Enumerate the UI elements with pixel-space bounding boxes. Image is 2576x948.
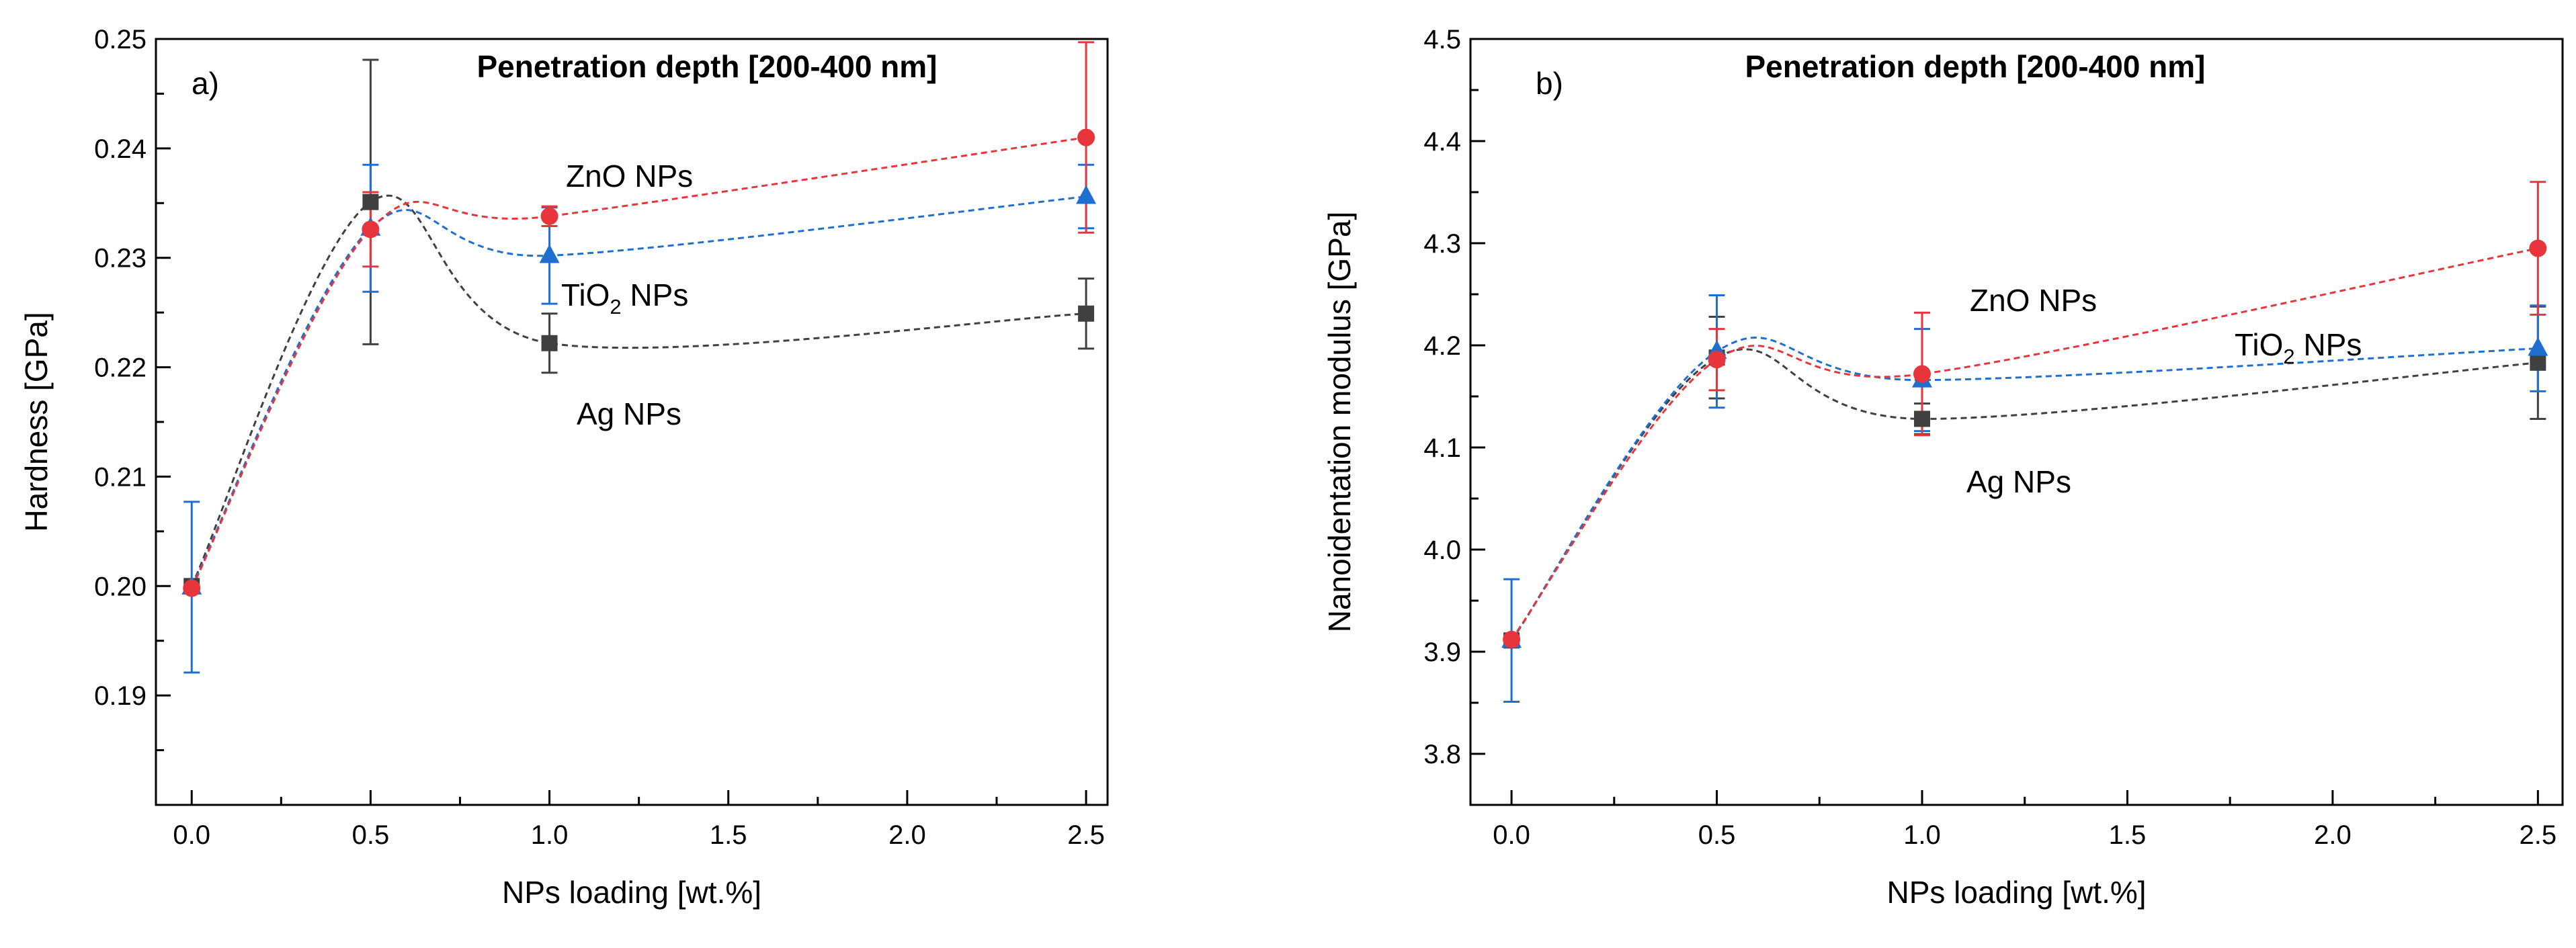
data-point	[183, 579, 201, 597]
panel-letter: b)	[1536, 66, 1563, 101]
x-tick-label: 0.0	[1493, 820, 1530, 850]
data-point	[1913, 365, 1931, 383]
x-tick-label: 1.0	[531, 820, 569, 850]
y-axis-title: Nanoidentation modulus [GPa]	[1322, 212, 1357, 633]
plot-frame	[1469, 38, 2564, 806]
y-tick-label: 4.0	[1423, 535, 1461, 565]
y-tick-label: 0.21	[94, 462, 147, 492]
data-point	[539, 244, 560, 263]
data-point	[1913, 411, 1930, 427]
data-point	[2530, 354, 2546, 371]
y-tick-label: 3.9	[1423, 638, 1461, 667]
data-point	[2528, 337, 2548, 356]
data-point	[362, 193, 379, 210]
series-line-2	[1510, 247, 2538, 640]
series-label: TiO2 NPs	[2235, 327, 2362, 368]
data-point	[1078, 305, 1095, 322]
x-tick-label: 1.0	[1903, 820, 1941, 850]
series-line-2	[190, 136, 1087, 589]
y-tick-label: 4.5	[1423, 25, 1461, 54]
data-point	[2529, 239, 2547, 257]
x-tick-label: 0.0	[173, 820, 210, 850]
series-label: ZnO NPs	[566, 159, 693, 193]
series-line-1	[190, 196, 1087, 588]
data-point	[540, 207, 558, 225]
chart-panel-b: 0.0 0.5 1.0 1.5 2.0 2.5 3.8 3.9 4.0 4.1 4.2 4.3 4.4 4…	[1288, 0, 2576, 948]
y-tick-label: 4.2	[1423, 331, 1461, 361]
series-line-0	[190, 194, 1087, 587]
y-tick-label: 4.3	[1423, 229, 1461, 259]
series-label: Ag NPs	[1966, 464, 2071, 499]
y-tick-label: 0.23	[94, 244, 147, 273]
data-point	[1076, 185, 1097, 204]
series-label: Ag NPs	[577, 396, 681, 431]
x-axis-title: NPs loading [wt.%]	[502, 875, 761, 910]
series-line-1	[1510, 337, 2538, 642]
x-tick-label: 2.5	[1067, 820, 1105, 850]
y-tick-label: 0.19	[94, 681, 147, 711]
x-tick-label: 2.5	[2520, 820, 2557, 850]
y-tick-label: 0.20	[94, 572, 147, 601]
x-tick-label: 2.0	[2314, 820, 2352, 850]
y-axis-title: Hardness [GPa]	[19, 312, 54, 531]
series-label: TiO2 NPs	[561, 277, 688, 318]
data-point	[1708, 351, 1726, 369]
x-tick-label: 0.5	[1698, 820, 1736, 850]
data-point	[362, 220, 380, 239]
panel-letter: a)	[192, 66, 219, 101]
chart-panel-a: 0.0 0.5 1.0 1.5 2.0 2.5 0.19 0.20 0.21 0.22 0.23 0.…	[19, 25, 1109, 910]
data-point	[1077, 128, 1095, 146]
chart-title: Penetration depth [200-400 nm]	[1745, 49, 2205, 84]
data-point	[1503, 630, 1521, 648]
y-tick-label: 3.8	[1423, 740, 1461, 769]
data-point	[541, 335, 558, 351]
x-tick-label: 0.5	[352, 820, 390, 850]
y-tick-label: 0.25	[94, 25, 147, 54]
y-tick-label: 0.24	[94, 134, 147, 164]
x-tick-label: 1.5	[710, 820, 747, 850]
series-label: ZnO NPs	[1970, 283, 2097, 318]
y-tick-label: 0.22	[94, 353, 147, 383]
chart-svg: 0.0 0.5 1.0 1.5 2.0 2.5 3.8 3.9 4.0 4.1 4.2 4.3 4.4 4…	[1322, 25, 2564, 910]
x-tick-label: 2.0	[888, 820, 926, 850]
y-tick-label: 4.4	[1423, 127, 1461, 157]
x-axis-title: NPs loading [wt.%]	[1886, 875, 2146, 910]
x-tick-label: 1.5	[2109, 820, 2147, 850]
chart-title: Penetration depth [200-400 nm]	[476, 49, 937, 84]
chart-svg: 0.0 0.5 1.0 1.5 2.0 2.5 0.19 0.20 0.21 0.22 0.23 0.…	[19, 25, 1109, 910]
y-tick-label: 4.1	[1423, 433, 1461, 463]
